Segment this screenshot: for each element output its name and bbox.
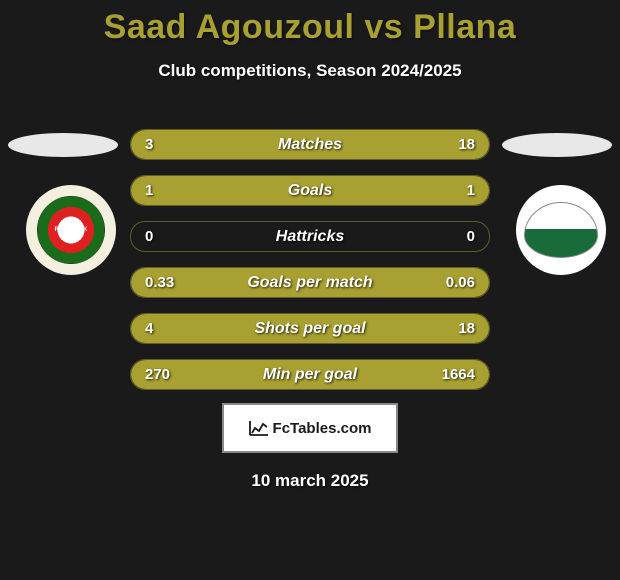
club-badge-left-text: RADOMIAK — [55, 227, 88, 233]
player-left-placeholder — [8, 133, 118, 157]
stat-label: Hattricks — [276, 228, 344, 246]
chart-icon — [249, 420, 269, 436]
stat-value-right: 18 — [458, 136, 475, 153]
stats-list: 3 Matches 18 1 Goals 1 0 Hattricks 0 0.33 Goals pe… — [130, 129, 490, 390]
stat-value-left: 4 — [145, 320, 153, 337]
stat-label: Min per goal — [263, 366, 357, 384]
stat-label: Goals — [288, 182, 332, 200]
stat-fill-right — [310, 176, 489, 205]
stat-row: 1 Goals 1 — [130, 175, 490, 206]
club-badge-left-inner: RADOMIAK — [37, 196, 105, 264]
stat-fill-left — [131, 130, 182, 159]
attribution-box[interactable]: FcTables.com — [222, 403, 398, 453]
stat-row: 0.33 Goals per match 0.06 — [130, 267, 490, 298]
club-badge-left: RADOMIAK — [26, 185, 116, 275]
stat-value-right: 0 — [467, 228, 475, 245]
stat-value-right: 1 — [467, 182, 475, 199]
player-right-placeholder — [502, 133, 612, 157]
subtitle: Club competitions, Season 2024/2025 — [0, 61, 620, 81]
stat-value-right: 0.06 — [446, 274, 475, 291]
stat-label: Shots per goal — [254, 320, 365, 338]
stat-fill-left — [131, 176, 310, 205]
stat-row: 3 Matches 18 — [130, 129, 490, 160]
stat-value-left: 270 — [145, 366, 170, 383]
stat-row: 4 Shots per goal 18 — [130, 313, 490, 344]
stat-row: 0 Hattricks 0 — [130, 221, 490, 252]
stat-value-right: 1664 — [442, 366, 475, 383]
main-comparison-area: RADOMIAK 3 Matches 18 1 Goals 1 0 Hattricks 0 0.3… — [0, 113, 620, 393]
comparison-widget: Saad Agouzoul vs Pllana Club competition… — [0, 0, 620, 491]
stat-value-left: 0 — [145, 228, 153, 245]
date-label: 10 march 2025 — [0, 471, 620, 491]
stat-label: Goals per match — [247, 274, 372, 292]
stat-row: 270 Min per goal 1664 — [130, 359, 490, 390]
stat-label: Matches — [278, 136, 342, 154]
stat-value-left: 1 — [145, 182, 153, 199]
stat-value-right: 18 — [458, 320, 475, 337]
club-badge-right-inner — [524, 202, 598, 258]
page-title: Saad Agouzoul vs Pllana — [0, 8, 620, 47]
stat-value-left: 3 — [145, 136, 153, 153]
stat-fill-left — [131, 314, 196, 343]
club-badge-right — [516, 185, 606, 275]
attribution-text: FcTables.com — [273, 420, 372, 437]
stat-value-left: 0.33 — [145, 274, 174, 291]
